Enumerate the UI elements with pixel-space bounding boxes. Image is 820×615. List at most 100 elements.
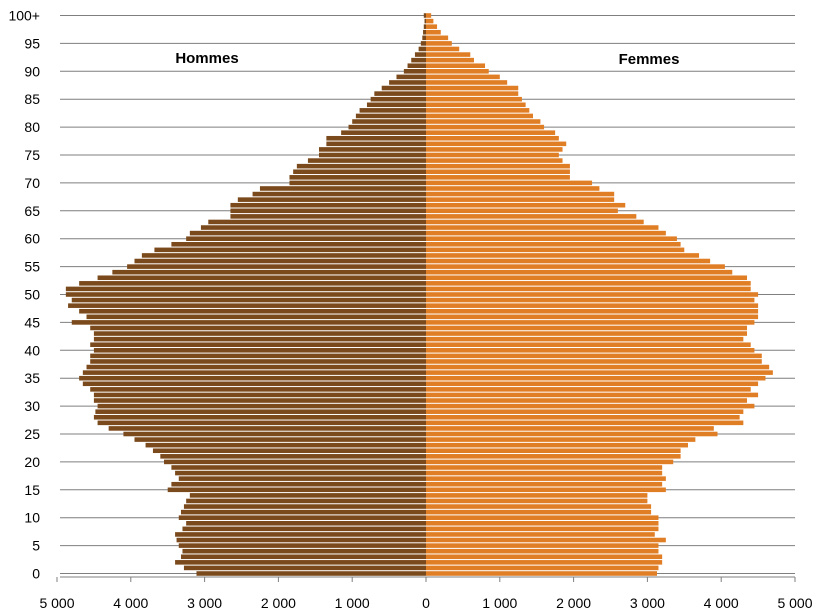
bar-hommes-age-4 [182,548,426,554]
bar-femmes-age-77 [426,141,567,147]
bar-hommes-age-22 [152,448,426,454]
y-tick-label: 70 [24,175,40,191]
bar-hommes-age-86 [374,91,426,96]
bar-hommes-age-50 [65,292,426,297]
bar-femmes-age-36 [426,370,773,375]
bar-hommes-age-31 [93,398,427,403]
bar-femmes-age-3 [426,554,663,560]
bar-hommes-age-2 [175,560,426,565]
bar-femmes-age-65 [426,208,618,214]
bar-hommes-age-68 [252,191,426,197]
bar-hommes-age-38 [90,359,427,364]
bar-hommes-age-24 [134,437,427,442]
bar-hommes-age-91 [407,63,426,69]
bar-femmes-age-73 [426,163,570,169]
bar-hommes-age-17 [178,476,426,481]
bar-femmes-age-10 [426,515,659,520]
bar-hommes-age-98 [423,24,426,29]
bar-hommes-age-66 [230,202,426,208]
bar-femmes-age-27 [426,420,744,426]
x-tick-label: 5 000 [39,595,74,611]
x-tick-label: 1 000 [482,595,517,611]
bar-hommes-age-71 [289,175,426,180]
bar-hommes-age-82 [355,113,426,119]
bar-hommes-age-73 [296,163,426,169]
bar-femmes-age-24 [426,437,696,442]
y-tick-label: 25 [24,426,40,442]
hommes-bars [65,13,427,576]
bar-hommes-age-34 [82,381,426,387]
bar-hommes-age-79 [341,130,426,135]
bar-hommes-age-92 [411,57,426,63]
bar-hommes-age-25 [123,431,427,437]
bar-femmes-age-89 [426,74,500,80]
bar-hommes-age-13 [186,498,426,504]
bar-hommes-age-48 [68,303,426,308]
bar-femmes-age-55 [426,264,725,269]
bar-hommes-age-32 [93,392,427,398]
bar-hommes-age-84 [366,102,426,108]
bar-femmes-age-39 [426,353,762,359]
y-tick-label: 60 [24,231,40,247]
x-tick-label: 3 000 [630,595,665,611]
bar-hommes-age-3 [180,554,426,560]
bar-femmes-age-4 [426,548,659,554]
bar-hommes-age-97 [423,29,426,35]
bar-hommes-age-93 [414,52,426,57]
bar-hommes-age-52 [79,281,426,286]
y-tick-label: 85 [24,91,40,107]
x-tick-label: 3 000 [187,595,222,611]
bar-hommes-age-27 [97,420,426,426]
bar-femmes-age-30 [426,403,755,409]
bar-femmes-age-6 [426,537,666,543]
bar-femmes-age-84 [426,102,526,108]
bar-femmes-age-99 [426,18,434,24]
bar-hommes-age-75 [318,152,426,158]
bar-femmes-age-59 [426,241,681,247]
bar-hommes-age-39 [90,353,427,359]
bar-femmes-age-31 [426,398,748,403]
bar-femmes-age-20 [426,459,674,465]
bar-hommes-age-51 [65,286,426,292]
bar-hommes-age-76 [318,147,426,152]
y-tick-label: 75 [24,147,40,163]
bar-femmes-age-25 [426,431,718,437]
bar-femmes-age-63 [426,219,644,225]
legend-hommes-label: Hommes [175,50,238,67]
bar-hommes-age-94 [418,46,426,52]
bar-femmes-age-54 [426,269,733,275]
x-tick-label: 5 000 [777,595,812,611]
bar-hommes-age-53 [97,275,426,281]
bar-femmes-age-19 [426,465,663,470]
bar-femmes-age-97 [426,29,441,35]
bar-hommes-age-10 [178,515,426,520]
bar-femmes-age-7 [426,532,655,537]
bar-hommes-age-5 [178,543,426,548]
bar-hommes-age-18 [175,470,426,476]
bar-femmes-age-46 [426,314,759,320]
x-tick-label: 2 000 [261,595,296,611]
bar-hommes-age-9 [186,520,426,526]
x-tick-label: 4 000 [704,595,739,611]
bar-femmes-age-57 [426,253,700,258]
bar-hommes-age-54 [112,269,426,275]
bar-hommes-age-16 [171,481,426,487]
y-tick-label: 95 [24,35,40,51]
bar-femmes-age-37 [426,364,770,370]
bar-femmes-age-17 [426,476,666,481]
bar-femmes-age-13 [426,498,648,504]
bar-femmes-age-66 [426,202,626,208]
bar-hommes-age-81 [352,119,426,124]
bar-femmes-age-45 [426,320,755,325]
bar-hommes-age-28 [93,414,427,420]
bar-femmes-age-44 [426,325,748,331]
y-tick-label: 90 [24,63,40,79]
bar-hommes-age-43 [93,331,427,336]
y-tick-label: 65 [24,203,40,219]
bar-hommes-age-40 [93,348,427,353]
bar-femmes-age-93 [426,52,471,57]
bar-femmes-age-21 [426,454,681,459]
bar-hommes-age-33 [90,387,427,392]
bar-femmes-age-35 [426,375,766,381]
bar-femmes-age-76 [426,147,563,152]
